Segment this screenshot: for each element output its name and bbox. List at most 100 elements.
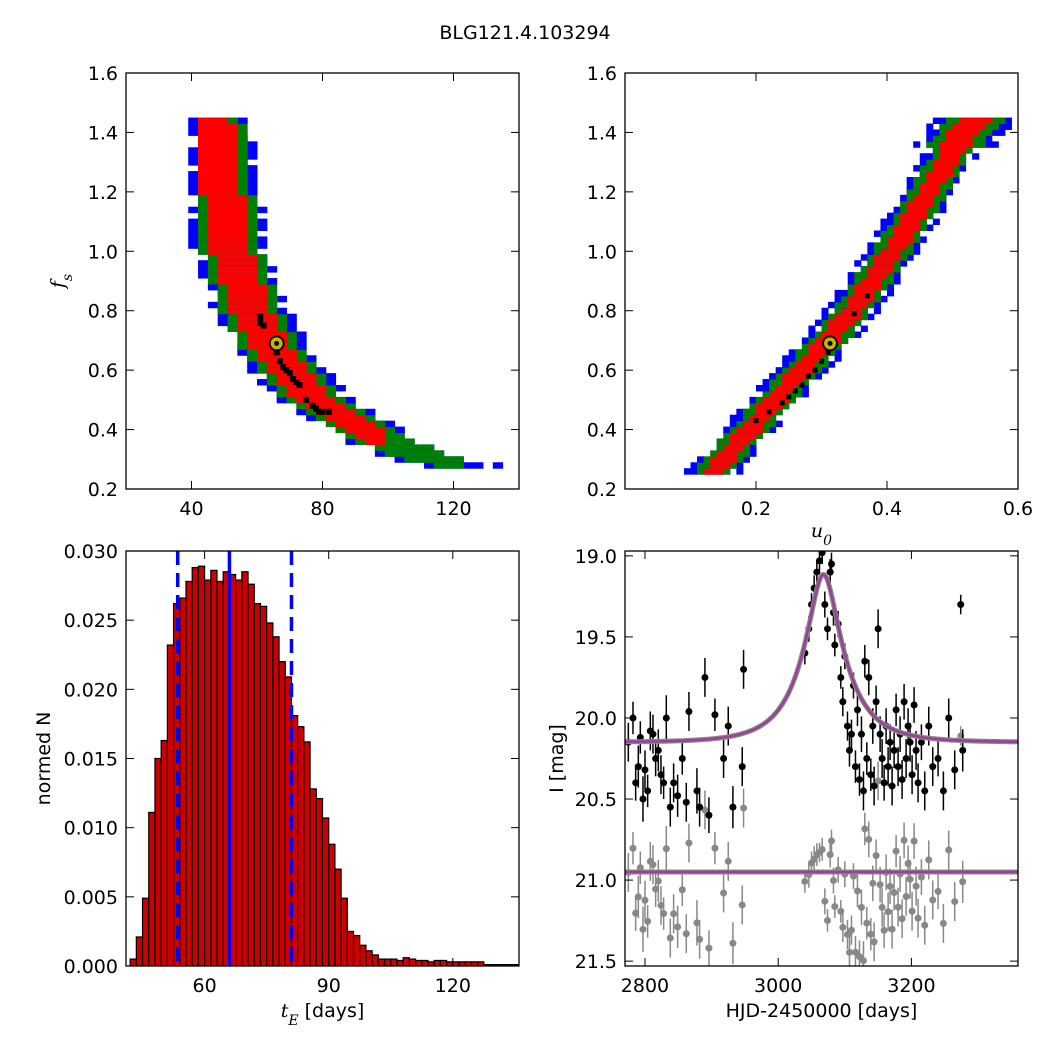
band-cell-sigma3 xyxy=(257,224,268,231)
band-cell-sigma2 xyxy=(939,182,947,190)
band-cell-sigma1 xyxy=(335,402,346,410)
band-cell-sigma2 xyxy=(742,414,750,422)
band-cell-sigma1 xyxy=(939,153,947,160)
band-cell-sigma3 xyxy=(952,177,960,184)
band-cell-sigma2 xyxy=(756,432,764,439)
band-cell-sigma3 xyxy=(257,379,268,386)
band-cell-sigma2 xyxy=(775,379,783,386)
residual-point xyxy=(917,873,925,881)
mcmc-point xyxy=(819,358,824,364)
y-tick-label: 0.4 xyxy=(88,420,118,442)
band-cell-sigma3 xyxy=(286,319,297,327)
band-cell-sigma2 xyxy=(404,444,415,451)
band-cell-sigma1 xyxy=(237,242,248,249)
y-tick-label: 19.0 xyxy=(575,546,617,568)
hist-bar xyxy=(160,739,168,966)
band-cell-sigma2 xyxy=(198,206,209,214)
hist-bar xyxy=(315,798,324,966)
band-cell-sigma3 xyxy=(782,361,790,368)
band-cell-sigma1 xyxy=(945,153,953,160)
band-cell-sigma3 xyxy=(296,408,307,416)
y-tick-label: 0.005 xyxy=(64,887,118,909)
band-cell-sigma2 xyxy=(795,385,803,392)
band-cell-sigma1 xyxy=(762,414,770,422)
band-cell-sigma1 xyxy=(985,117,993,125)
band-cell-sigma1 xyxy=(742,420,750,428)
band-cell-sigma1 xyxy=(900,218,908,226)
data-point xyxy=(705,811,713,819)
band-cell-sigma1 xyxy=(345,426,356,434)
band-cell-sigma1 xyxy=(959,129,967,136)
band-cell-sigma2 xyxy=(814,361,822,368)
band-cell-sigma1 xyxy=(286,361,297,368)
band-cell-sigma1 xyxy=(742,432,750,439)
band-cell-sigma1 xyxy=(335,414,346,422)
band-cell-sigma1 xyxy=(198,177,209,184)
band-cell-sigma1 xyxy=(736,432,744,439)
band-cell-sigma2 xyxy=(335,426,346,434)
band-cell-sigma1 xyxy=(959,147,967,154)
x-tick-label: 120 xyxy=(435,975,471,997)
band-cell-sigma3 xyxy=(188,129,199,136)
band-cell-sigma1 xyxy=(257,337,268,344)
mcmc-point xyxy=(257,319,264,326)
panel-tE-fs: 40 80 120 0.2 0.4 0.6 0.8 1.0 1.2 1.4 1.6 fs xyxy=(47,63,520,520)
band-cell-sigma2 xyxy=(913,182,921,190)
panel-tE-fs-plot xyxy=(188,117,504,469)
band-cell-sigma1 xyxy=(217,254,229,261)
residual-point xyxy=(880,926,888,934)
band-cell-sigma2 xyxy=(247,248,258,255)
band-cell-sigma1 xyxy=(887,266,895,273)
band-cell-sigma3 xyxy=(926,224,934,231)
hist-bar xyxy=(414,959,423,966)
band-cell-sigma1 xyxy=(834,331,842,338)
band-cell-sigma3 xyxy=(814,319,822,327)
band-cell-sigma2 xyxy=(821,325,829,333)
band-cell-sigma1 xyxy=(276,331,287,338)
band-cell-sigma1 xyxy=(374,426,386,434)
band-cell-sigma2 xyxy=(972,135,980,142)
band-cell-sigma1 xyxy=(887,242,895,249)
figure-title: BLG121.4.103294 xyxy=(439,22,611,44)
band-cell-sigma2 xyxy=(867,301,875,309)
hist-bar xyxy=(303,741,311,966)
band-cell-sigma1 xyxy=(729,450,737,457)
residual-point xyxy=(867,930,875,938)
band-cell-sigma1 xyxy=(880,266,888,273)
band-cell-sigma1 xyxy=(919,200,927,208)
band-cell-sigma2 xyxy=(227,325,238,333)
band-cell-sigma1 xyxy=(355,420,366,428)
band-cell-sigma1 xyxy=(257,283,268,291)
data-point xyxy=(945,714,953,722)
residual-point xyxy=(641,896,649,904)
band-cell-sigma3 xyxy=(932,218,940,226)
band-cell-sigma1 xyxy=(198,117,209,125)
band-cell-sigma1 xyxy=(207,141,219,148)
band-cell-sigma1 xyxy=(286,379,297,386)
band-cell-sigma1 xyxy=(788,385,796,392)
y-tick-label: 0.8 xyxy=(88,301,118,323)
data-point xyxy=(720,755,728,762)
band-cell-sigma1 xyxy=(919,182,927,190)
band-cell-sigma3 xyxy=(821,367,829,374)
residual-point xyxy=(724,857,732,865)
hist-bar xyxy=(297,726,305,966)
band-cell-sigma1 xyxy=(355,426,366,434)
band-cell-sigma3 xyxy=(998,129,1006,136)
band-cell-sigma1 xyxy=(345,408,356,416)
band-cell-sigma1 xyxy=(932,159,940,166)
band-cell-sigma1 xyxy=(945,147,953,154)
model-curve-outline xyxy=(625,571,1018,745)
band-cell-sigma3 xyxy=(247,153,258,160)
hist-bar xyxy=(396,959,404,966)
residual-point xyxy=(711,844,719,852)
band-cell-sigma1 xyxy=(873,254,881,261)
band-cell-sigma1 xyxy=(217,248,229,255)
data-point xyxy=(662,714,670,722)
hist-bar xyxy=(253,602,262,966)
band-cell-sigma2 xyxy=(266,373,278,380)
band-cell-sigma1 xyxy=(808,361,816,368)
residual-point xyxy=(902,892,910,900)
band-cell-sigma1 xyxy=(227,200,238,208)
band-cell-sigma2 xyxy=(355,438,366,445)
